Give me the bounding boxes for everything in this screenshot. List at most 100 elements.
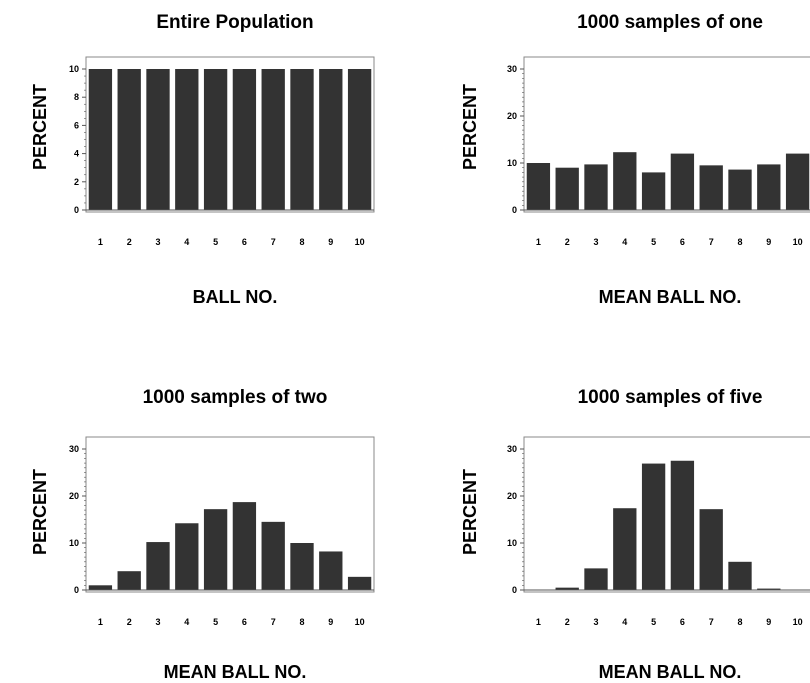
x-tick-label: 6 (680, 617, 685, 627)
y-tick-label: 6 (74, 120, 79, 130)
x-tick-label: 3 (155, 617, 160, 627)
bar-8 (728, 169, 752, 210)
y-tick-label: 8 (74, 92, 79, 102)
bar-6 (670, 153, 695, 210)
x-tick-label: 7 (709, 617, 714, 627)
x-tick-label: 4 (622, 237, 627, 247)
x-tick-label: 6 (242, 237, 247, 247)
chart-title: Entire Population (156, 12, 313, 33)
x-tick-label: 4 (622, 617, 627, 627)
x-tick-label: 6 (242, 617, 247, 627)
bar-4 (613, 508, 637, 590)
bar-5 (641, 172, 666, 210)
x-tick-label: 9 (766, 237, 771, 247)
bar-8 (290, 543, 314, 590)
y-axis-label: PERCENT (30, 469, 50, 555)
bar-4 (613, 152, 637, 210)
x-tick-label: 3 (593, 617, 598, 627)
x-tick-label: 1 (98, 617, 103, 627)
chart-title: 1000 samples of two (143, 387, 328, 408)
bar-6 (232, 69, 257, 210)
bar-2 (555, 587, 579, 590)
plot-frame (523, 436, 810, 593)
y-tick-label: 10 (507, 158, 517, 168)
x-tick-label: 9 (766, 617, 771, 627)
bar-9 (319, 69, 343, 210)
bar-8 (290, 69, 314, 210)
bar-5 (203, 69, 228, 210)
x-tick-label: 5 (651, 237, 656, 247)
bar-1 (88, 585, 113, 590)
bar-5 (203, 509, 228, 590)
x-tick-label: 8 (737, 237, 742, 247)
x-tick-label: 3 (593, 237, 598, 247)
x-tick-label: 1 (536, 617, 541, 627)
y-tick-label: 20 (69, 491, 79, 501)
y-tick-label: 30 (507, 64, 517, 74)
x-tick-label: 2 (565, 617, 570, 627)
x-tick-label: 2 (565, 237, 570, 247)
x-tick-label: 4 (184, 237, 189, 247)
chart-samples-of-one: 1000 samples of one MEAN BALL NO. PERCEN… (460, 12, 810, 307)
y-tick-label: 20 (507, 491, 517, 501)
y-tick-label: 0 (74, 585, 79, 595)
y-tick-label: 2 (74, 177, 79, 187)
bar-10 (785, 153, 810, 210)
bar-3 (146, 69, 170, 210)
y-tick-label: 20 (507, 111, 517, 121)
x-tick-label: 5 (651, 617, 656, 627)
chart-title: 1000 samples of one (577, 12, 763, 33)
x-tick-label: 2 (127, 237, 132, 247)
chart-entire-population: Entire Population BALL NO. PERCENT 0 2 4 6 8… (30, 12, 375, 307)
plot-frame (85, 56, 375, 213)
bar-1 (526, 163, 551, 210)
y-tick-label: 4 (74, 149, 79, 159)
x-tick-label: 6 (680, 237, 685, 247)
plot-area: 0 10 20 30 1 2 3 4 5 6 7 8 9 10 (507, 56, 810, 247)
y-tick-label: 10 (69, 64, 79, 74)
y-tick-label: 30 (507, 444, 517, 454)
y-tick-label: 10 (507, 538, 517, 548)
x-axis-label: MEAN BALL NO. (164, 662, 307, 682)
x-tick-label: 7 (271, 237, 276, 247)
chart-samples-of-two: 1000 samples of two MEAN BALL NO. PERCEN… (30, 387, 375, 682)
y-axis-label: PERCENT (30, 84, 50, 170)
bar-10 (347, 69, 372, 210)
x-tick-label: 9 (328, 237, 333, 247)
bar-4 (175, 523, 199, 590)
x-tick-label: 10 (793, 617, 803, 627)
bar-10 (347, 576, 372, 590)
x-axis-label: BALL NO. (193, 287, 278, 307)
y-axis-label: PERCENT (460, 469, 480, 555)
bar-5 (641, 463, 666, 590)
y-tick-label: 10 (69, 538, 79, 548)
bar-6 (232, 502, 257, 590)
y-tick-label: 30 (69, 444, 79, 454)
x-tick-label: 5 (213, 617, 218, 627)
y-tick-label: 0 (512, 585, 517, 595)
x-tick-label: 8 (737, 617, 742, 627)
x-tick-label: 7 (709, 237, 714, 247)
bar-9 (319, 551, 343, 590)
y-axis-label: PERCENT (460, 84, 480, 170)
bar-2 (117, 571, 141, 590)
chart-title: 1000 samples of five (578, 387, 763, 408)
bar-7 (699, 509, 723, 590)
bar-3 (584, 568, 608, 590)
y-tick-label: 0 (74, 205, 79, 215)
x-tick-label: 10 (355, 617, 365, 627)
x-tick-label: 1 (536, 237, 541, 247)
bar-4 (175, 69, 199, 210)
plot-area: 0 10 20 30 1 2 3 4 5 6 7 8 9 10 (69, 436, 375, 627)
chart-samples-of-five: 1000 samples of five MEAN BALL NO. PERCE… (460, 387, 810, 682)
bar-9 (757, 588, 781, 590)
x-tick-label: 8 (299, 617, 304, 627)
x-tick-label: 4 (184, 617, 189, 627)
x-tick-label: 7 (271, 617, 276, 627)
bar-9 (757, 164, 781, 210)
y-tick-label: 0 (512, 205, 517, 215)
bar-7 (261, 69, 285, 210)
x-tick-label: 2 (127, 617, 132, 627)
